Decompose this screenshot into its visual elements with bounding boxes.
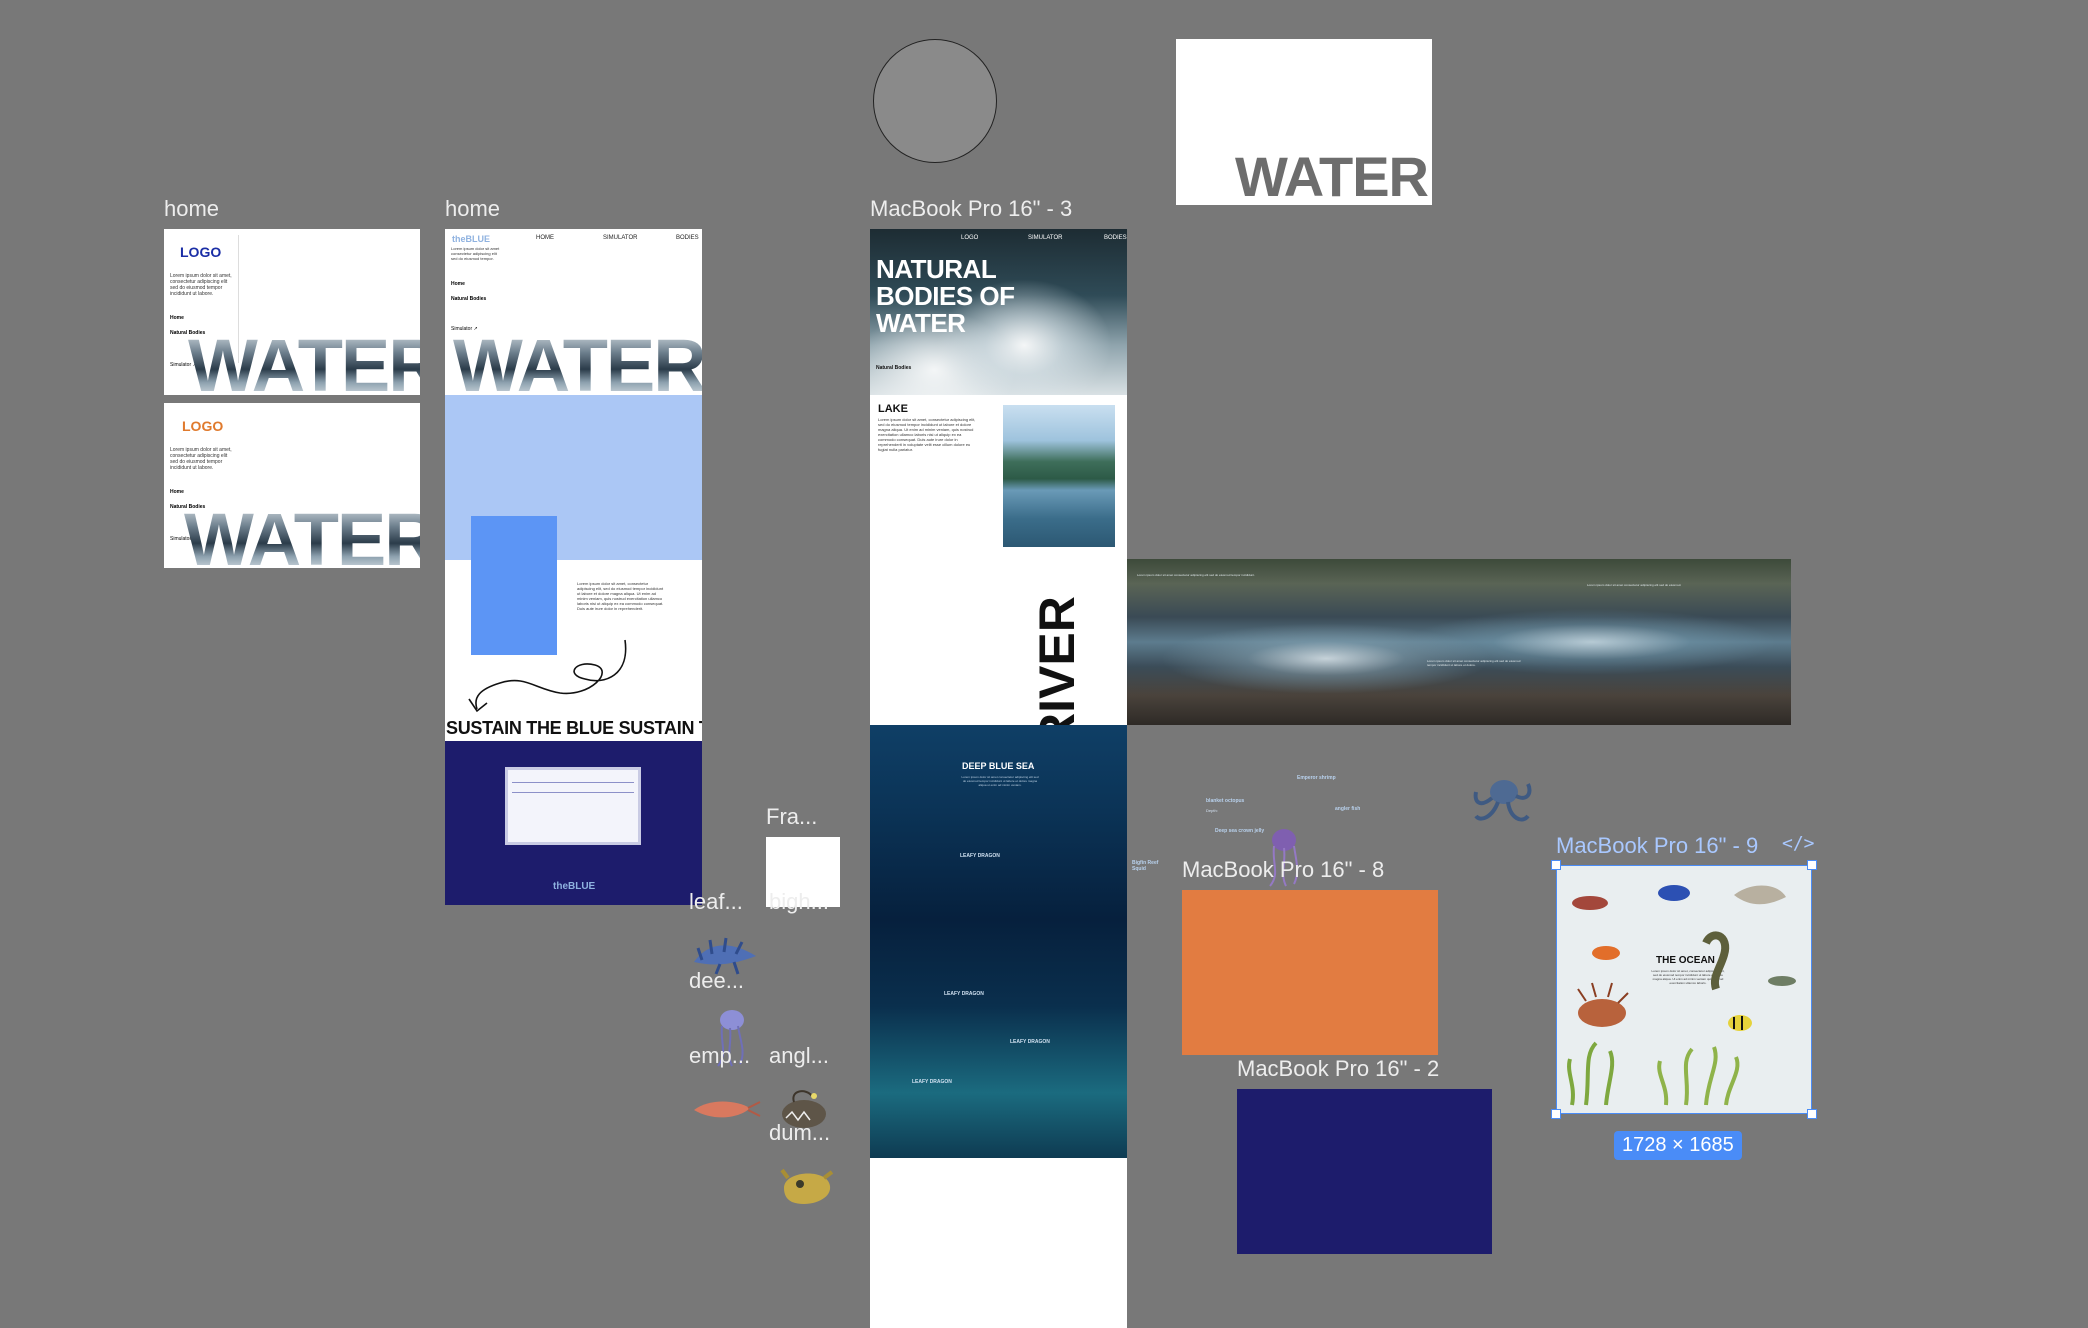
logo-text: LOGO <box>180 244 222 260</box>
form-box[interactable] <box>505 767 641 845</box>
sea-item-label: LEAFY DRAGON <box>944 991 984 997</box>
hero-water-text: WATER <box>184 503 420 569</box>
sea-title: DEEP BLUE SEA <box>962 761 1035 771</box>
ocean-title: THE OCEAN <box>1656 955 1715 966</box>
blue-rect <box>471 516 557 655</box>
river-paragraph: Lorem ipsum dolor sit amet consectetur a… <box>1427 659 1521 667</box>
mbp9-frame[interactable]: THE OCEAN Lorem ipsum dolor sit amet, co… <box>1556 865 1812 1114</box>
form-line <box>512 792 634 793</box>
selection-outline <box>1556 865 1812 1114</box>
frame-label-mbp8[interactable]: MacBook Pro 16" - 8 <box>1182 857 1385 882</box>
size-badge: 1728 × 1685 <box>1614 1131 1742 1160</box>
dumbo-octopus-image[interactable] <box>778 1162 836 1208</box>
form-line <box>512 782 634 783</box>
ocean-paragraph: Lorem ipsum dolor sit amet, consectetur … <box>1651 969 1725 985</box>
menu-home[interactable]: Home <box>170 489 184 495</box>
river-paragraph: Lorem ipsum dolor sit amet consectetur a… <box>1587 583 1682 587</box>
mbp3-frame[interactable]: LOGO SIMULATOR BODIES NATURAL BODIES OF … <box>870 229 1127 1328</box>
water-title-text: WATER <box>1234 145 1429 208</box>
code-icon[interactable]: </> <box>1782 833 1815 854</box>
nav-logo[interactable]: LOGO <box>961 235 979 241</box>
layer-label-dum[interactable]: dum... <box>769 1120 831 1145</box>
resize-handle-top-right[interactable] <box>1807 860 1817 870</box>
nav-home[interactable]: HOME <box>536 235 554 241</box>
body-paragraph: Lorem ipsum dolor sit amet, consectetur … <box>577 581 664 611</box>
label-blanket-octopus[interactable]: blanket octopus <box>1206 798 1245 804</box>
menu-natural-bodies[interactable]: Natural Bodies <box>170 330 205 336</box>
frame-label-small[interactable]: Fra... <box>766 804 818 829</box>
angler-fish-image[interactable] <box>772 1088 838 1132</box>
hero-subtitle: Natural Bodies <box>876 365 912 371</box>
hero-water-text: WATER <box>453 329 702 403</box>
frame-label-home-1[interactable]: home <box>164 196 220 221</box>
menu-home[interactable]: Home <box>451 281 465 287</box>
sea-item-label: LEAFY DRAGON <box>1010 1039 1050 1045</box>
intro-paragraph: Lorem ipsum dolor sit amet, consectetur … <box>170 273 232 297</box>
frame-label-home-2[interactable]: home <box>445 196 501 221</box>
hero-water-text: WATER <box>188 329 420 396</box>
footer-brand: theBLUE <box>553 881 596 892</box>
small-frame[interactable] <box>766 837 840 907</box>
brand-logo: theBLUE <box>452 234 490 244</box>
deep-sea-section: DEEP BLUE SEA Lorem ipsum dolor sit amet… <box>870 725 1127 1158</box>
resize-handle-bottom-right[interactable] <box>1807 1109 1817 1119</box>
river-paragraph: Lorem ipsum dolor sit amet consectetur a… <box>1137 573 1255 577</box>
nav-bodies[interactable]: BODIES <box>1104 235 1127 241</box>
layer-label-dee[interactable]: dee... <box>689 968 745 993</box>
deep-sea-jelly-image[interactable] <box>710 1008 750 1068</box>
home-frame-a[interactable]: LOGO Lorem ipsum dolor sit amet, consect… <box>164 229 420 395</box>
hero-title: NATURAL BODIES OF WATER <box>876 254 1015 338</box>
layer-label-angl[interactable]: angl... <box>769 1043 829 1068</box>
frame-label-mbp2[interactable]: MacBook Pro 16" - 2 <box>1237 1056 1440 1081</box>
leafy-seadragon-image[interactable] <box>690 932 760 978</box>
mbp2-frame[interactable] <box>1237 1089 1492 1254</box>
divider-line <box>238 235 239 363</box>
resize-handle-bottom-left[interactable] <box>1551 1109 1561 1119</box>
intro-paragraph: Lorem ipsum dolor sit amet consectetur a… <box>451 246 500 261</box>
home-frame-b[interactable]: LOGO Lorem ipsum dolor sit amet, consect… <box>164 403 420 568</box>
label-bigfin-squid[interactable]: Bigfin Reef Squid <box>1132 860 1159 872</box>
label-deep-sea-crown-jelly[interactable]: Deep sea crown jelly <box>1215 828 1265 834</box>
hero-wave-image <box>870 229 1127 395</box>
frame-label-mbp3[interactable]: MacBook Pro 16" - 3 <box>870 196 1073 221</box>
nav-bodies[interactable]: BODIES <box>676 235 699 241</box>
label-depth: Depth: <box>1206 808 1218 813</box>
logo-text: LOGO <box>182 418 224 434</box>
layer-label-leaf[interactable]: leaf... <box>689 889 743 914</box>
menu-natural-bodies[interactable]: Natural Bodies <box>170 504 205 510</box>
simulator-link[interactable]: Simulator ↗ <box>170 536 197 542</box>
blanket-octopus-image[interactable] <box>1470 772 1534 828</box>
fish-illustrations <box>1567 885 1796 1106</box>
sea-item-label: LEAFY DRAGON <box>912 1079 952 1085</box>
lake-title: LAKE <box>878 403 908 415</box>
emperor-shrimp-image[interactable] <box>690 1094 762 1126</box>
lake-image <box>1003 405 1115 547</box>
nav-simulator[interactable]: SIMULATOR <box>603 235 638 241</box>
label-angler-fish[interactable]: angler fish <box>1335 806 1361 812</box>
layer-label-emp[interactable]: emp... <box>689 1043 751 1068</box>
label-emperor-shrimp[interactable]: Emperor shrimp <box>1297 775 1336 781</box>
lake-paragraph: Lorem ipsum dolor sit amet, consectetur … <box>878 417 976 452</box>
nav-simulator[interactable]: SIMULATOR <box>1028 235 1063 241</box>
intro-paragraph: Lorem ipsum dolor sit amet, consectetur … <box>170 447 232 471</box>
layer-label-bigh[interactable]: bigh... <box>769 889 829 914</box>
sustain-marquee: SUSTAIN THE BLUE SUSTAIN THE BLUE <box>446 718 702 738</box>
menu-natural-bodies[interactable]: Natural Bodies <box>451 296 487 302</box>
ellipse-shape[interactable] <box>873 39 997 163</box>
sea-item-label: LEAFY DRAGON <box>960 853 1000 859</box>
resize-handle-top-left[interactable] <box>1551 860 1561 870</box>
home-frame-theblue[interactable]: theBLUE HOME SIMULATOR BODIES Lorem ipsu… <box>445 229 702 905</box>
simulator-link[interactable]: Simulator ↗ <box>451 326 478 332</box>
hand-drawn-arrow <box>468 639 627 713</box>
sea-paragraph: Lorem ipsum dolor sit amet consectetur a… <box>961 775 1039 787</box>
menu-home[interactable]: Home <box>170 315 184 321</box>
crown-jelly-image[interactable] <box>1264 826 1304 888</box>
frame-label-mbp9[interactable]: MacBook Pro 16" - 9 <box>1556 833 1759 858</box>
simulator-link[interactable]: Simulator ↗ <box>170 362 197 368</box>
water-title-card[interactable]: WATER <box>1176 39 1432 205</box>
mbp8-frame[interactable] <box>1182 890 1438 1055</box>
river-image[interactable]: Lorem ipsum dolor sit amet consectetur a… <box>1127 559 1791 725</box>
